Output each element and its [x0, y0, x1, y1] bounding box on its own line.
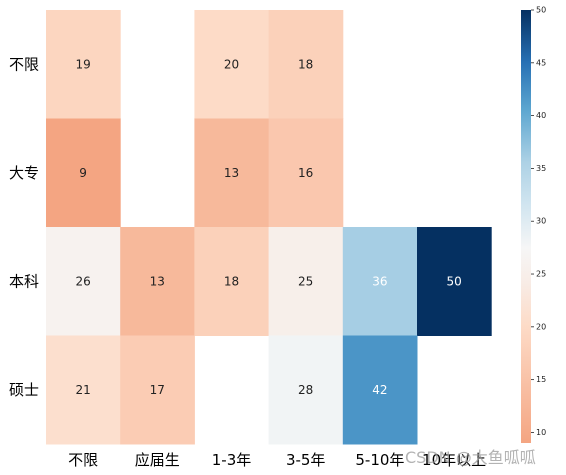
cell-value-label: 28 — [298, 383, 313, 397]
heatmap-cell — [342, 335, 418, 445]
column-label: 不限 — [68, 451, 98, 469]
cell-value-label: 13 — [224, 166, 239, 180]
colorbar-gradient — [521, 10, 531, 443]
heatmap-cell — [342, 227, 418, 336]
cell-value-label: 13 — [150, 274, 165, 288]
cell-value-label: 42 — [372, 383, 387, 397]
cell-value-label: 36 — [372, 274, 387, 288]
colorbar-tick-label: 30 — [536, 217, 546, 226]
column-label: 3-5年 — [286, 451, 326, 469]
row-label: 硕士 — [9, 381, 39, 399]
heatmap-cells: 19 20 18 9 13 16 26 13 18 25 36 50 21 17 28 42 — [46, 10, 492, 445]
colorbar-tick-label: 35 — [536, 164, 546, 173]
row-label: 不限 — [9, 55, 39, 73]
watermark-text: CSDN @大鱼呱呱 — [405, 448, 536, 467]
colorbar-tick-label: 10 — [536, 428, 546, 437]
heatmap-cell — [268, 10, 344, 119]
heatmap-cell — [194, 118, 270, 228]
heatmap-cell — [46, 10, 121, 119]
cell-value-label: 50 — [446, 274, 461, 288]
row-label: 大专 — [9, 164, 39, 182]
heatmap-cell — [46, 118, 121, 228]
colorbar: 10 15 20 25 30 35 40 45 50 — [521, 6, 546, 443]
cell-value-label: 16 — [298, 166, 313, 180]
colorbar-tick-label: 50 — [536, 6, 546, 15]
heatmap-cell — [268, 118, 344, 228]
cell-value-label: 17 — [150, 383, 165, 397]
column-label: 10年以上 — [422, 451, 486, 469]
cell-value-label: 18 — [224, 274, 239, 288]
heatmap-cell — [194, 10, 270, 119]
cell-value-label: 9 — [79, 166, 87, 180]
colorbar-tick-label: 15 — [536, 375, 546, 384]
cell-value-label: 20 — [224, 57, 239, 71]
heatmap-cell — [120, 335, 195, 445]
colorbar-tick-label: 40 — [536, 111, 546, 120]
cell-value-label: 18 — [298, 57, 313, 71]
colorbar-tick-label: 45 — [536, 58, 546, 67]
heatmap-cell — [194, 227, 270, 336]
heatmap-cell — [268, 227, 344, 336]
heatmap-cell — [46, 227, 121, 336]
column-label: 应届生 — [135, 451, 180, 469]
colorbar-tick-label: 20 — [536, 322, 546, 331]
column-label: 1-3年 — [212, 451, 252, 469]
cell-value-label: 26 — [75, 274, 90, 288]
row-label: 本科 — [9, 272, 39, 290]
colorbar-tick-label: 25 — [536, 270, 546, 279]
heatmap-cell — [417, 227, 492, 336]
heatmap-cell — [120, 227, 195, 336]
cell-value-label: 25 — [298, 274, 313, 288]
cell-value-label: 19 — [75, 57, 90, 71]
cell-value-label: 21 — [75, 383, 90, 397]
heatmap-cell — [46, 335, 121, 445]
column-labels: 不限 应届生 1-3年 3-5年 5-10年 10年以上 — [68, 451, 486, 469]
column-label: 5-10年 — [355, 451, 404, 469]
heatmap-cell — [268, 335, 344, 445]
